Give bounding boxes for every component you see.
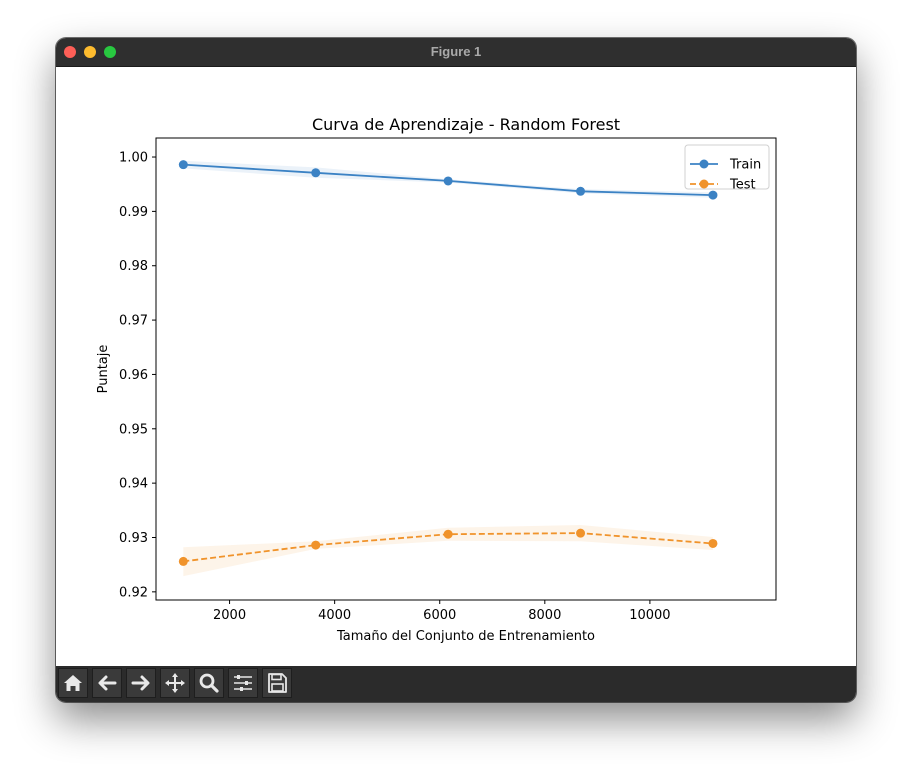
y-tick-label: 0.93 [119,531,148,546]
train-legend-marker [699,159,709,169]
train-point [311,168,321,178]
figure-canvas[interactable]: 2000 4000 6000 8000 10000 0.92 0.93 0.94 0.95 0.… [56,67,856,667]
close-window-button[interactable] [64,46,76,58]
pan-button[interactable] [160,668,190,698]
learning-curve-chart: 2000 4000 6000 8000 10000 0.92 0.93 0.94 0.95 0.… [96,115,777,644]
title-bar[interactable]: Figure 1 [56,38,856,67]
x-tick-label: 10000 [629,608,670,623]
legend-box [684,144,770,190]
test-point [708,538,718,548]
x-tick-label: 6000 [423,608,456,623]
arrow-left-icon [98,675,117,691]
configure-subplots-button[interactable] [228,668,258,698]
test-confidence-band [183,525,713,577]
test-point [178,556,188,566]
chart-title: Curva de Aprendizaje - Random Forest [312,115,620,134]
save-button[interactable] [262,668,292,698]
train-point [443,176,453,186]
test-point [443,529,453,539]
train-legend-label: Train [729,158,761,173]
x-tick-label: 4000 [318,608,351,623]
y-tick-label: 0.98 [119,259,148,274]
y-tick-label: 0.99 [119,205,148,220]
back-button[interactable] [92,668,122,698]
window-title: Figure 1 [430,44,482,59]
train-point [576,186,586,196]
x-tick-label: 8000 [528,608,561,623]
test-legend-label: Test [729,178,756,193]
arrow-right-icon [131,675,150,691]
test-point [311,540,321,550]
y-tick-label: 0.95 [119,422,148,437]
minimize-window-button[interactable] [84,46,96,58]
y-tick-label: 0.94 [119,477,148,492]
y-tick-label: 0.96 [119,368,148,383]
legend: Train Test [684,144,770,193]
x-axis-label: Tamaño del Conjunto de Entrenamiento [336,629,595,644]
x-tick-label: 2000 [213,608,246,623]
forward-button[interactable] [126,668,156,698]
y-tick-label: 0.92 [119,585,148,600]
zoom-button[interactable] [194,668,224,698]
floppy-disk-icon [268,673,287,693]
magnifier-icon [199,673,219,693]
figure-window: Figure 1 2000 4000 6000 8000 10000 0.92 0.93 0… [56,38,856,702]
maximize-window-button[interactable] [104,46,116,58]
test-point [576,528,586,538]
y-tick-label: 0.97 [119,314,148,329]
navigation-toolbar [56,666,856,702]
plot-area-frame [155,137,777,601]
home-button[interactable] [58,668,88,698]
y-tick-label: 1.00 [119,151,148,166]
move-icon [165,673,185,693]
train-point [178,160,188,170]
test-legend-marker [699,179,709,189]
home-icon [64,675,82,691]
sliders-icon [234,675,252,691]
train-point [708,190,718,200]
y-axis-label: Puntaje [96,345,111,394]
